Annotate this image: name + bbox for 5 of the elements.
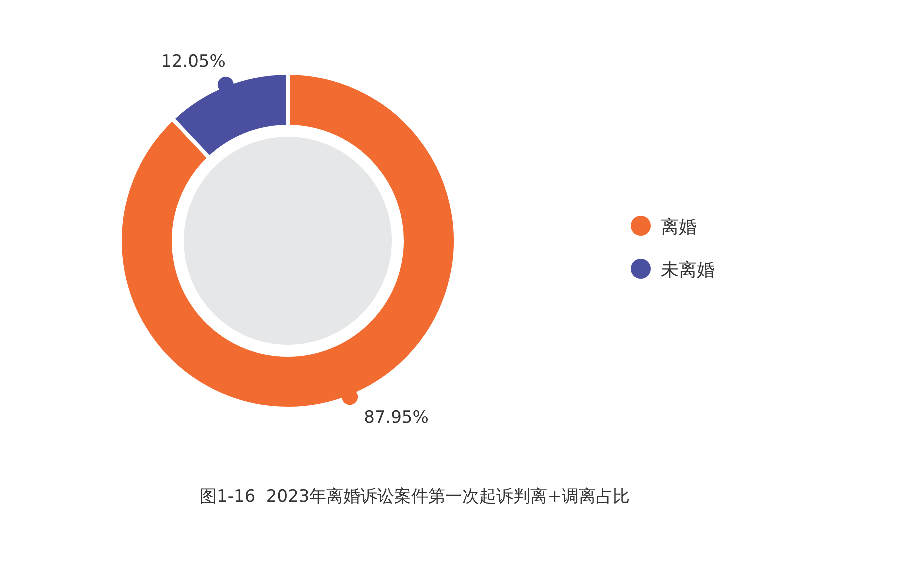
caption: 图1-16 2023年离婚诉讼案件第一次起诉判离+调离占比 bbox=[200, 487, 630, 507]
data-label: 87.95% bbox=[364, 408, 429, 428]
legend-label: 离婚 bbox=[661, 217, 697, 238]
data-label: 12.05% bbox=[161, 52, 226, 72]
legend-label: 未离婚 bbox=[661, 260, 715, 281]
